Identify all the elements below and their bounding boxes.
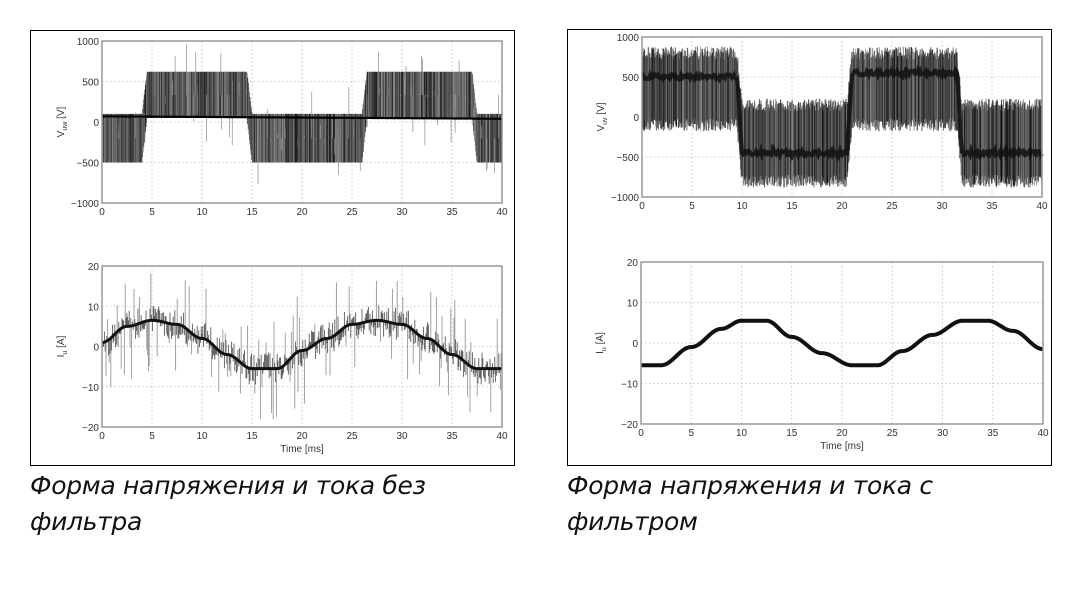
y-axis-label: Vuv [V] — [596, 102, 609, 131]
y-tick-label: −20 — [621, 420, 638, 431]
y-tick-label: 20 — [88, 262, 100, 273]
y-axis-label: Vuw [V] — [56, 106, 69, 137]
x-tick-label: 15 — [246, 431, 258, 442]
y-axis-label: Iu [A] — [595, 332, 608, 354]
x-tick-label: 20 — [836, 428, 848, 439]
y-tick-label: 20 — [627, 258, 639, 269]
voltage-plot-with-filter: 0 5 10 15 20 25 30 35 40 1000 500 0 −500 −1000 Vuv [V] — [596, 33, 1048, 212]
y-tick-label: −10 — [82, 383, 99, 394]
x-axis-label: Time [ms] — [820, 441, 864, 452]
x-tick-label: 20 — [296, 431, 308, 442]
x-tick-label: 15 — [246, 207, 258, 218]
x-tick-label: 25 — [346, 207, 358, 218]
x-tick-label: 25 — [886, 201, 898, 212]
caption-line-1: Форма напряжения и тока без — [30, 471, 426, 500]
plot-frame — [640, 261, 1044, 425]
current-plot-with-filter: 0 5 10 15 20 25 30 35 40 20 10 0 −10 −20 Iu [A] Time [m… — [595, 258, 1049, 452]
x-tick-label: 10 — [736, 201, 748, 212]
y-tick-label: 10 — [88, 302, 100, 313]
figure-panel-with-filter: 0 5 10 15 20 25 30 35 40 1000 500 0 −500 −1000 Vuv [V]… — [567, 29, 1052, 466]
x-tick-label: 40 — [496, 207, 508, 218]
x-tick-label: 30 — [936, 201, 948, 212]
y-tick-label: −500 — [616, 153, 639, 164]
y-tick-label: −1000 — [71, 199, 100, 210]
current-plot-without-filter: 0 5 10 15 20 25 30 35 40 20 10 0 −10 −20 Iu [A] Time [m… — [56, 262, 508, 455]
x-tick-label: 5 — [149, 207, 155, 218]
plot-frame — [101, 265, 503, 428]
plot-frame — [101, 40, 503, 204]
voltage-plot-without-filter: 0 5 10 15 20 25 30 35 40 1000 500 0 −500 −1000 Vuw [V] — [56, 37, 508, 218]
x-tick-label: 40 — [1036, 201, 1048, 212]
plot-frame — [641, 36, 1043, 198]
y-tick-label: −1000 — [611, 193, 640, 204]
y-tick-label: 500 — [622, 73, 639, 84]
x-tick-label: 5 — [689, 201, 695, 212]
x-tick-label: 15 — [786, 428, 798, 439]
x-tick-label: 30 — [396, 431, 408, 442]
current-trace — [640, 318, 1044, 368]
y-tick-label: 0 — [633, 113, 639, 124]
x-tick-label: 10 — [196, 207, 208, 218]
x-tick-label: 0 — [638, 428, 644, 439]
x-tick-label: 35 — [446, 207, 458, 218]
x-tick-label: 35 — [986, 201, 998, 212]
x-tick-label: 0 — [99, 207, 105, 218]
x-tick-label: 10 — [196, 431, 208, 442]
x-tick-label: 0 — [639, 201, 645, 212]
y-tick-label: 0 — [93, 118, 99, 129]
caption-with-filter: Форма напряжения и тока с фильтром — [567, 468, 933, 540]
x-tick-label: 40 — [1037, 428, 1049, 439]
x-tick-label: 25 — [887, 428, 899, 439]
x-tick-label: 15 — [786, 201, 798, 212]
x-tick-label: 0 — [99, 431, 105, 442]
y-tick-label: −500 — [76, 159, 99, 170]
y-tick-label: 1000 — [77, 37, 100, 48]
x-tick-label: 5 — [688, 428, 694, 439]
caption-line-2: фильтром — [567, 507, 698, 536]
x-tick-label: 35 — [446, 431, 458, 442]
y-tick-label: 0 — [632, 339, 638, 350]
x-tick-label: 20 — [296, 207, 308, 218]
caption-line-1: Форма напряжения и тока с — [567, 471, 933, 500]
x-tick-label: 40 — [496, 431, 508, 442]
y-tick-label: 1000 — [617, 33, 640, 44]
x-axis-label: Time [ms] — [280, 444, 324, 455]
y-tick-label: 0 — [93, 343, 99, 354]
x-tick-label: 30 — [937, 428, 949, 439]
x-tick-label: 5 — [149, 431, 155, 442]
current-trace — [101, 318, 503, 371]
y-tick-label: −10 — [621, 380, 638, 391]
y-tick-label: −20 — [82, 423, 99, 434]
caption-line-2: фильтра — [30, 507, 142, 536]
x-tick-label: 35 — [987, 428, 999, 439]
x-tick-label: 20 — [836, 201, 848, 212]
y-axis-label: Iu [A] — [56, 335, 69, 357]
figure-panel-without-filter: 0 5 10 15 20 25 30 35 40 1000 500 0 −500 −1000 Vuw [V]… — [30, 30, 515, 466]
y-tick-label: 500 — [82, 78, 99, 89]
x-tick-label: 10 — [736, 428, 748, 439]
y-tick-label: 10 — [627, 299, 639, 310]
x-tick-label: 25 — [346, 431, 358, 442]
x-tick-label: 30 — [396, 207, 408, 218]
caption-without-filter: Форма напряжения и тока без фильтра — [30, 468, 426, 540]
